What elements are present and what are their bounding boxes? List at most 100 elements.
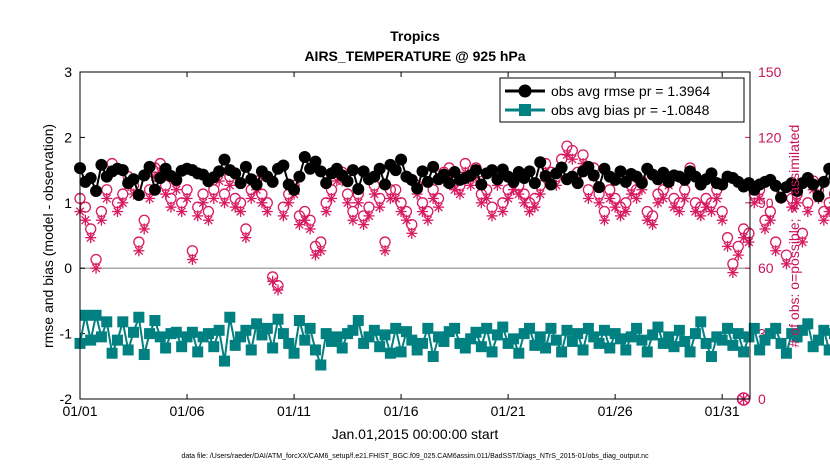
rmse-point [534, 156, 547, 169]
obs-assimilated-point [144, 192, 156, 204]
obs-assimilated-point [79, 214, 91, 226]
bias-point [695, 316, 707, 328]
rmse-point [812, 190, 825, 203]
bias-point [497, 321, 509, 333]
bias-point [245, 344, 257, 356]
bias-point [368, 324, 380, 336]
rmse-point [154, 171, 167, 184]
rmse-point [427, 160, 440, 173]
y-tick-label: 1 [64, 195, 72, 211]
obs-assimilated-point [711, 192, 723, 204]
obs-assimilated-point [486, 210, 498, 222]
rmse-point [250, 178, 263, 191]
obs-assimilated-point [235, 206, 247, 218]
bias-point [128, 326, 140, 338]
obs-assimilated-point [342, 197, 354, 209]
rmse-point [116, 164, 129, 177]
bias-point [122, 344, 134, 356]
obs-assimilated-point [283, 197, 295, 209]
y2-tick-label: 150 [758, 64, 782, 80]
rmse-point [90, 185, 103, 198]
plot-frame [79, 71, 751, 400]
bias-point [422, 322, 434, 334]
rmse-point [95, 158, 108, 171]
obs-assimilated-point [90, 262, 102, 274]
bias-point [90, 309, 102, 321]
bias-point [427, 350, 439, 362]
bias-point [320, 328, 332, 340]
bias-point [272, 313, 284, 325]
bias-point [754, 344, 766, 356]
bias-point [545, 322, 557, 334]
bias-point [352, 315, 364, 327]
x-tick-label: 01/16 [384, 403, 419, 419]
rmse-point [266, 175, 279, 188]
rmse-point [213, 165, 226, 178]
bias-point [534, 331, 546, 343]
bias-point [796, 324, 808, 336]
obs-assimilated-point [304, 223, 316, 235]
rmse-point [127, 173, 140, 186]
bias-point [186, 326, 198, 338]
bias-point [400, 326, 412, 338]
obs-assimilated-point [818, 214, 830, 226]
x-tick-label: 01/11 [277, 403, 311, 419]
obs-assimilated-point [743, 236, 755, 248]
data-file-footnote: data file: /Users/raeder/DAI/ATM_forcXX/… [181, 453, 649, 460]
obs-assimilated-point [641, 214, 653, 226]
obs-assimilated-point [625, 188, 637, 200]
obs-assimilated-point [700, 201, 712, 213]
bias-point [261, 322, 273, 334]
obs-assimilated-point [202, 214, 214, 226]
obs-assimilated-point [358, 219, 370, 231]
obs-assimilated-point [85, 232, 97, 244]
bias-point [133, 311, 145, 323]
bias-point [550, 334, 562, 346]
bias-point [240, 324, 252, 336]
bias-point [95, 331, 107, 343]
rmse-point [705, 167, 718, 180]
obs-assimilated-point [705, 206, 717, 218]
bias-point [299, 334, 311, 346]
y2-tick-label: 0 [758, 391, 766, 407]
bias-point [138, 349, 150, 361]
bias-point [679, 335, 691, 347]
bias-point [256, 329, 268, 341]
bias-point [315, 359, 327, 371]
obs-assimilated-point [197, 197, 209, 209]
obs-assimilated-point [186, 253, 198, 265]
obs-assimilated-point [347, 214, 359, 226]
bias-point [336, 342, 348, 354]
bias-point [807, 341, 819, 353]
bias-point [411, 344, 423, 356]
bias-point [111, 334, 123, 346]
rmse-point [470, 164, 483, 177]
rmse-point [769, 179, 782, 192]
obs-assimilated-point [754, 192, 766, 204]
obs-assimilated-point [593, 197, 605, 209]
bias-point [556, 346, 568, 358]
x-axis: 01/01 01/06 01/11 01/16 01/21 01/26 01/31 [62, 72, 740, 419]
rmse-point [475, 178, 488, 191]
obs-assimilated-point [518, 197, 530, 209]
bias-point [636, 334, 648, 346]
bias-point [775, 337, 787, 349]
obs-assimilated-point [631, 192, 643, 204]
obs-assimilated-point [165, 201, 177, 213]
bias-point [604, 342, 616, 354]
obs-assimilated-point [748, 197, 760, 209]
bias-point [267, 342, 279, 354]
obs-assimilated-point [111, 206, 123, 218]
rmse-point [486, 164, 499, 177]
bias-point [566, 335, 578, 347]
obs-assimilated-point [513, 188, 525, 200]
obs-assimilated-point [368, 188, 380, 200]
y-tick-label: -1 [60, 326, 73, 342]
bias-point [577, 344, 589, 356]
rmse-point [614, 165, 627, 178]
bias-point [582, 322, 594, 334]
y-tick-label: 2 [64, 129, 72, 145]
bias-point [818, 324, 830, 336]
obs-assimilated-point [400, 214, 412, 226]
